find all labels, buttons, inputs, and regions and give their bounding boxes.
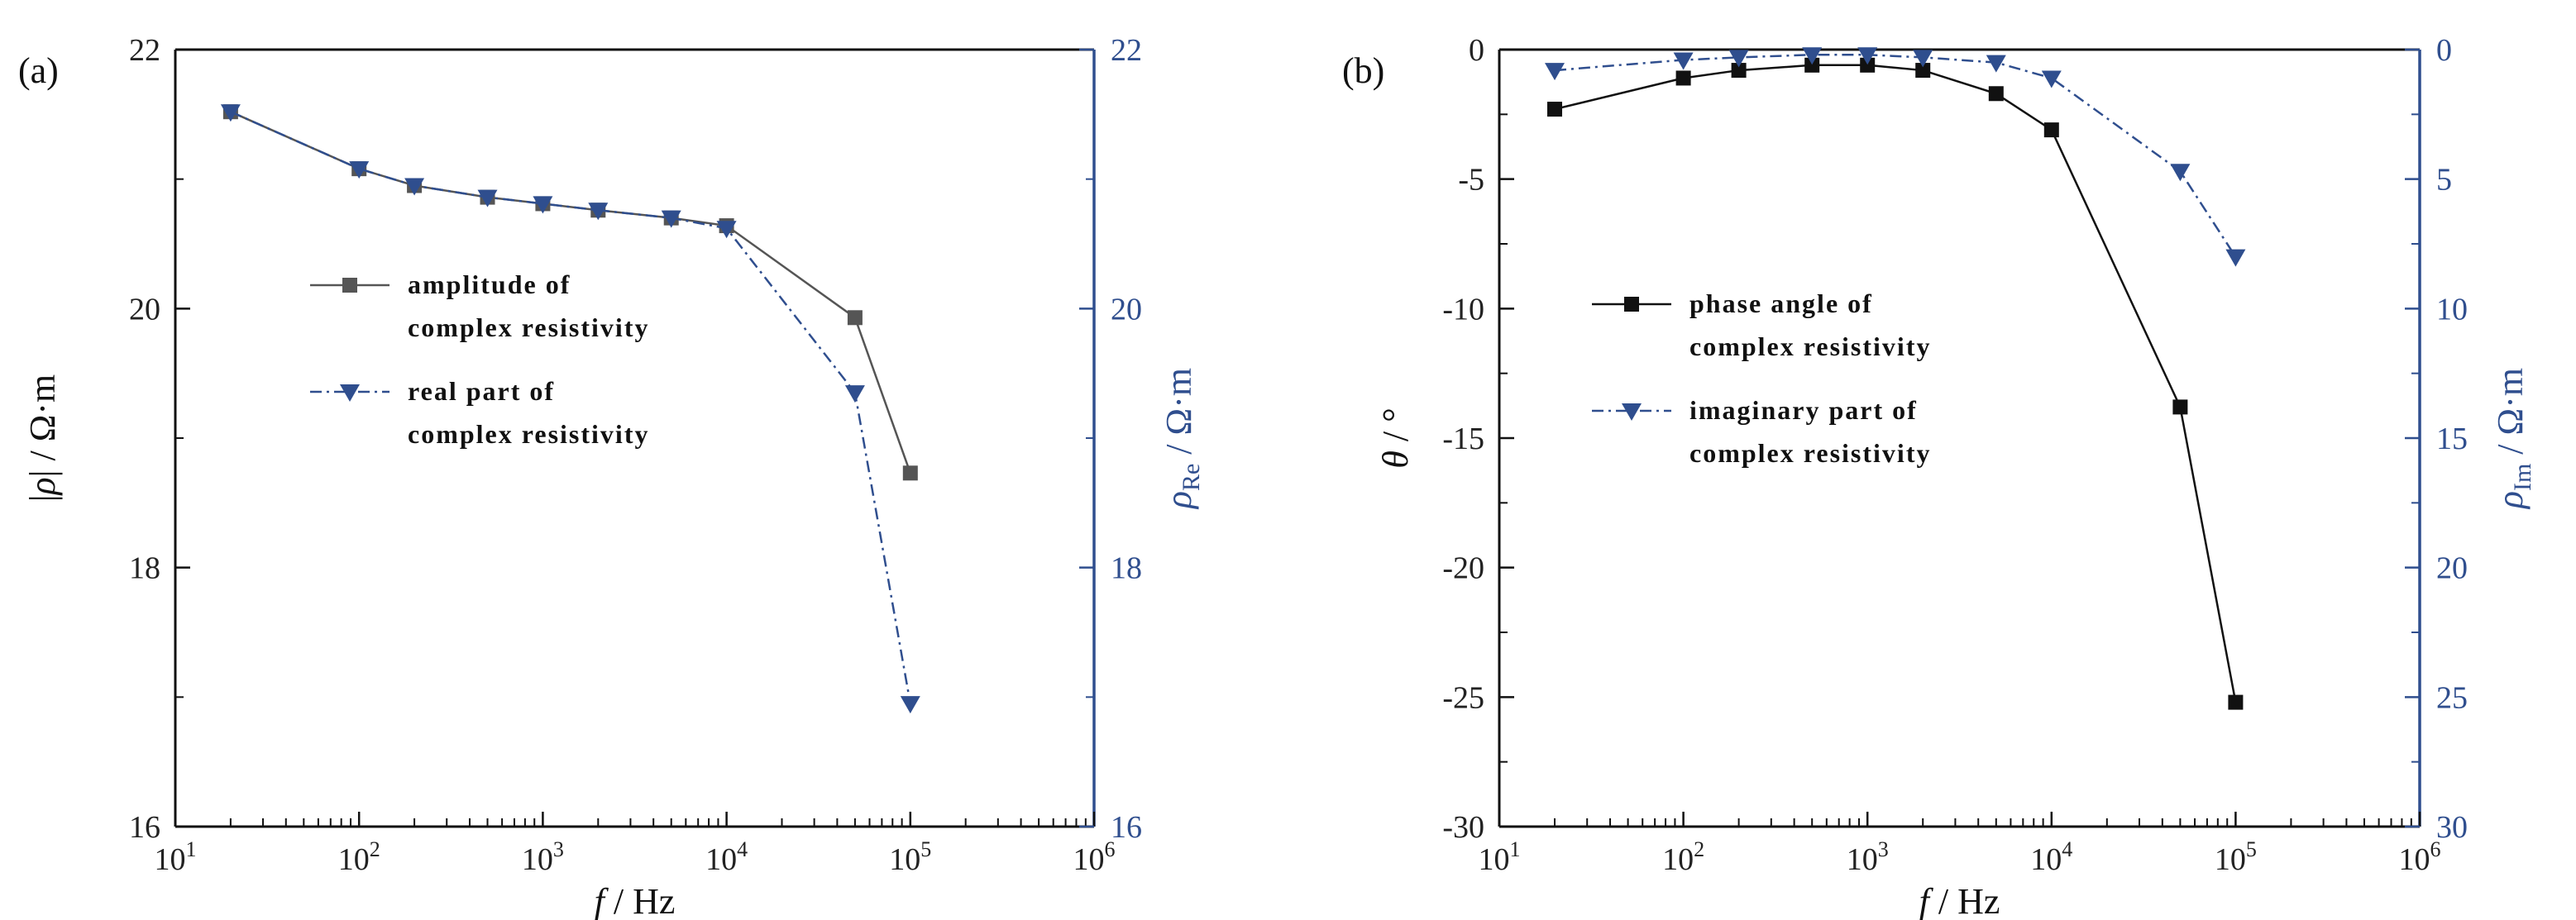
data-point: [2041, 70, 2062, 88]
y-left-axis-title: |ρ| / Ω·m: [22, 374, 63, 503]
data-point: [2172, 399, 2188, 415]
x-tick-label: 101: [1479, 837, 1521, 877]
x-tick-label: 103: [522, 837, 564, 877]
data-point: [477, 189, 498, 207]
y-right-tick-label: 18: [1111, 551, 1142, 586]
y-right-tick-label: 10: [2436, 292, 2468, 327]
x-tick-label: 104: [705, 837, 748, 877]
y-left-tick-label: -20: [1442, 551, 1484, 586]
data-point: [716, 221, 737, 239]
y-right-axis-title: ρIm / Ω·m: [2490, 368, 2536, 510]
data-point: [1915, 63, 1931, 79]
data-point: [900, 696, 920, 714]
x-axis-title: f / Hz: [595, 881, 676, 920]
legend-marker-2: [1622, 403, 1642, 421]
data-point: [533, 196, 553, 214]
x-tick-label: 103: [1847, 837, 1889, 877]
legend-label: amplitude of: [408, 269, 571, 299]
data-point: [2170, 164, 2191, 182]
y-right-tick-label: 30: [2436, 810, 2468, 845]
y-right-tick-label: 15: [2436, 422, 2468, 456]
legend-marker-1: [1624, 297, 1639, 312]
x-tick-label: 101: [155, 837, 197, 877]
x-tick-label: 105: [2215, 837, 2257, 877]
legend-marker-2: [340, 384, 360, 402]
data-point: [1913, 50, 1933, 68]
x-tick-label: 105: [889, 837, 931, 877]
panel-label: (b): [1342, 50, 1384, 91]
y-right-tick-label: 0: [2436, 33, 2452, 68]
y-left-tick-label: 20: [129, 292, 160, 327]
data-point: [1731, 63, 1747, 79]
y-right-tick-label: 20: [2436, 551, 2468, 586]
series-line-1: [1554, 64, 2237, 703]
y-left-tick-label: 18: [129, 551, 160, 586]
data-point: [844, 385, 865, 403]
legend: amplitude of complex resistivity real part…: [310, 269, 649, 449]
legend-label: complex resistivity: [408, 419, 649, 449]
legend-label: real part of: [408, 376, 555, 406]
data-point: [1857, 47, 1878, 65]
y-right-axis-title: ρRe / Ω·m: [1159, 368, 1205, 510]
data-point: [588, 203, 609, 221]
y-left-tick-label: 22: [129, 33, 160, 68]
data-point: [1860, 57, 1876, 73]
data-point: [1988, 86, 2004, 102]
data-point: [1547, 102, 1563, 117]
legend-label: imaginary part of: [1689, 395, 1918, 425]
data-point: [1728, 50, 1749, 68]
y-right-tick-label: 20: [1111, 292, 1142, 327]
legend: phase angle of complex resistivity imagina…: [1592, 288, 1931, 468]
data-point: [902, 465, 918, 481]
data-point: [404, 178, 425, 196]
data-point: [2228, 694, 2244, 710]
legend-label: complex resistivity: [408, 312, 649, 342]
series-line-2: [230, 111, 912, 704]
x-tick-label: 106: [1073, 837, 1116, 877]
y-left-axis-title: θ / °: [1375, 408, 1416, 468]
data-point: [1986, 55, 2006, 73]
data-point: [2043, 122, 2059, 138]
y-right-tick-label: 22: [1111, 33, 1142, 68]
y-left-tick-label: -30: [1442, 810, 1484, 845]
data-point: [1675, 70, 1691, 86]
x-tick-label: 104: [2030, 837, 2072, 877]
data-point: [2225, 249, 2246, 267]
legend-label: complex resistivity: [1689, 331, 1931, 361]
y-left-tick-label: 0: [1469, 33, 1484, 68]
data-point: [1545, 63, 1565, 81]
legend-label: phase angle of: [1689, 288, 1873, 318]
x-tick-label: 106: [2399, 837, 2441, 877]
y-right-tick-label: 16: [1111, 810, 1142, 845]
legend-marker-1: [342, 278, 357, 293]
data-point: [847, 310, 863, 326]
y-left-tick-label: 16: [129, 810, 160, 845]
x-axis-title: f / Hz: [1919, 881, 2000, 920]
y-left-tick-label: -10: [1442, 292, 1484, 327]
data-point: [661, 210, 681, 228]
y-left-tick-label: -25: [1442, 680, 1484, 715]
x-tick-label: 102: [1662, 837, 1704, 877]
data-point: [1804, 57, 1820, 73]
y-left-tick-label: -5: [1458, 163, 1484, 198]
data-point: [1802, 47, 1823, 65]
legend-label: complex resistivity: [1689, 438, 1931, 468]
chart-panel-2: 101 102 103 104 105 106-30-25-20-15-10-503025…: [1342, 33, 2536, 920]
x-tick-label: 102: [338, 837, 380, 877]
data-point: [1673, 52, 1694, 70]
y-left-tick-label: -15: [1442, 422, 1484, 456]
y-right-tick-label: 25: [2436, 680, 2468, 715]
series-line-2: [1554, 54, 2237, 258]
data-point: [349, 161, 370, 179]
data-point: [220, 104, 241, 122]
panel-label: (a): [18, 50, 59, 91]
y-right-tick-label: 5: [2436, 163, 2452, 198]
